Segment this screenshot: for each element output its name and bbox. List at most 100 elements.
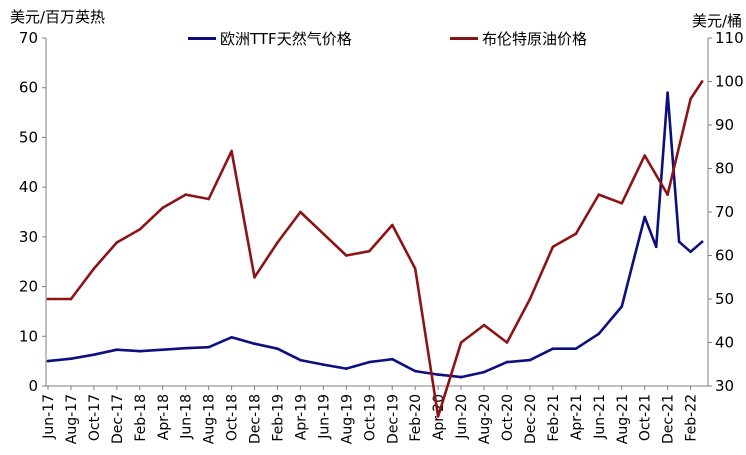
legend-swatch-brent [450,37,478,40]
x-tick-label: Apr-19 [293,394,309,440]
series-point-1 [574,232,578,236]
series-point-1 [299,210,302,214]
series-point-1 [643,154,646,157]
left-tick-label: 30 [19,228,38,246]
right-tick-label: 60 [715,247,734,265]
right-tick-label: 90 [715,116,734,134]
right-tick-label: 40 [715,334,734,352]
series-point-0 [436,373,440,376]
x-tick-label: Aug-17 [64,394,80,444]
x-tick-label: Dec-18 [248,394,264,444]
series-point-0 [184,346,187,350]
legend-label-brent: 布伦特原油价格 [482,30,588,48]
x-tick-label: Apr-21 [569,394,585,440]
x-tick-label: Oct-21 [638,394,654,441]
series-point-0 [482,370,486,374]
series-point-0 [528,358,532,362]
x-tick-label: Apr-18 [156,394,172,440]
x-tick-label: Feb-21 [546,394,562,442]
series-line-0 [46,91,704,379]
series-point-1 [46,297,50,301]
series-point-0 [700,240,704,244]
series-point-0 [276,347,279,351]
right-tick-label: 100 [715,73,744,91]
x-tick-label: Oct-19 [362,394,378,441]
left-tick-label: 70 [19,29,38,47]
series-point-1 [391,223,394,227]
series-point-1 [92,267,96,270]
series-point-1 [345,254,348,257]
series-point-1 [620,202,624,205]
legend-swatch-ttf [188,37,216,40]
series-point-0 [230,336,233,339]
legend-item-brent: 布伦特原油价格 [450,28,587,49]
series-point-1 [551,245,555,249]
series-point-0 [597,332,601,336]
x-tick-label: Feb-20 [408,394,424,442]
series-point-0 [46,359,50,363]
x-tick-label: Dec-20 [523,394,539,444]
left-tick-label: 40 [19,178,38,196]
x-tick-label: Feb-22 [684,394,700,442]
series-point-0 [505,360,509,364]
x-tick-label: Feb-18 [133,394,149,442]
series-point-1 [276,241,279,244]
series-point-0 [631,260,635,264]
series-point-0 [677,240,681,244]
series-point-1 [436,415,440,418]
series-point-1 [459,341,463,344]
right-tick-label: 30 [715,377,734,395]
series-point-0 [161,348,165,352]
left-tick-label: 10 [19,327,38,345]
series-point-0 [413,369,417,373]
x-tick-label: Jun-20 [454,394,470,440]
x-tick-label: Oct-18 [225,394,241,441]
x-tick-label: Aug-18 [202,394,218,444]
series-point-0 [643,215,646,219]
x-tick-label: Oct-20 [500,394,516,441]
series-point-0 [666,91,669,94]
series-point-0 [299,358,302,362]
left-tick-label: 20 [19,278,38,296]
right-axis-unit: 美元/桶 [691,12,742,30]
right-tick-label: 110 [715,29,744,47]
series-layer [46,80,704,418]
series-point-0 [322,363,325,366]
right-tick-label: 80 [715,160,734,178]
series-point-0 [69,357,73,361]
legend-item-ttf: 欧洲TTF天然气价格 [188,28,352,49]
series-point-1 [597,193,601,196]
series-point-0 [368,360,371,364]
legend-label-ttf: 欧洲TTF天然气价格 [220,30,352,48]
series-line-1 [46,80,704,418]
x-tick-label: Jun-21 [592,394,608,440]
series-point-1 [700,80,704,83]
series-point-1 [482,323,486,327]
series-point-1 [666,193,669,196]
series-point-0 [391,357,394,361]
series-point-1 [115,241,119,244]
x-tick-label: Jun-18 [179,394,195,440]
series-point-1 [528,297,532,301]
series-point-1 [184,193,187,196]
series-point-1 [689,97,692,101]
x-tick-label: Dec-19 [385,394,401,444]
series-point-0 [551,347,555,351]
x-tick-label: Jun-19 [316,394,332,440]
right-tick-label: 50 [715,290,734,308]
series-point-1 [368,249,371,253]
right-tick-label: 70 [715,203,734,221]
series-point-1 [230,149,233,153]
series-point-0 [574,347,578,351]
series-point-1 [138,228,142,231]
left-tick-label: 50 [19,128,38,146]
series-point-0 [207,345,210,349]
chart-axes: 0 10 20 30 40 50 60 70 30 40 50 60 70 80 90 100 110 Jun-1… [19,29,744,444]
x-tick-label: Aug-19 [339,394,355,444]
left-axis-unit: 美元/百万英热 [10,8,106,26]
series-point-0 [138,349,142,353]
series-point-0 [620,305,624,308]
x-tick-label: Jun-17 [41,394,57,440]
series-point-0 [654,245,658,249]
